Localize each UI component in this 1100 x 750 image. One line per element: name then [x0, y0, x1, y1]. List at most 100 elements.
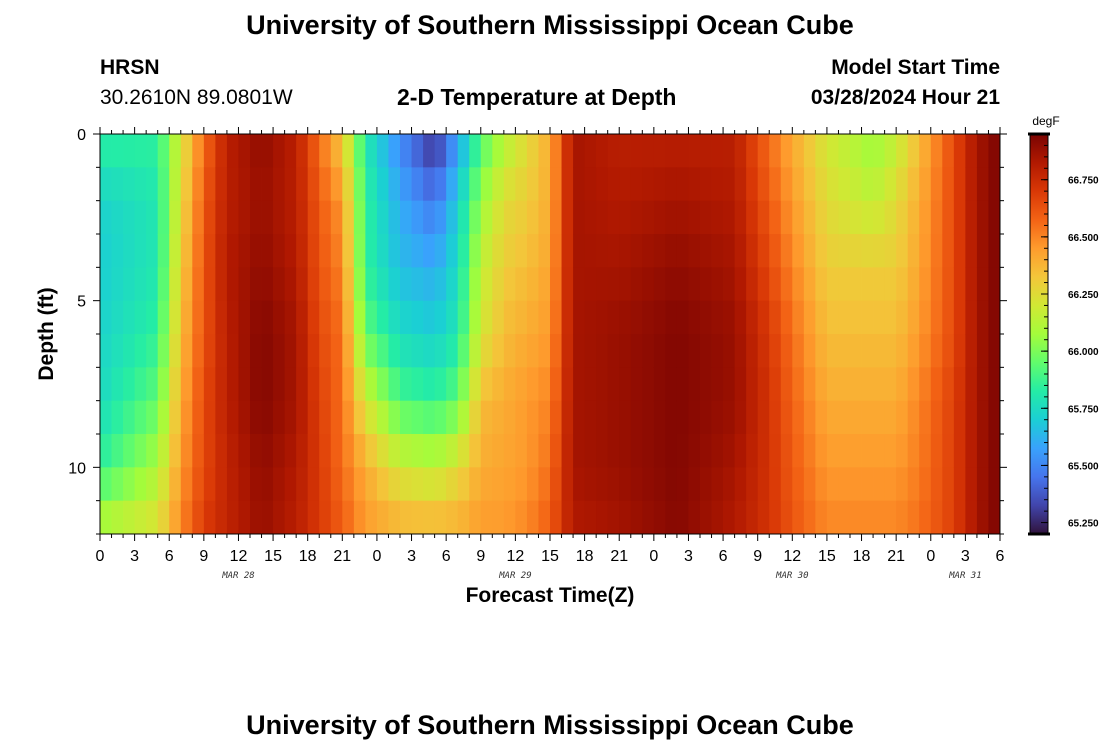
heatmap-cell: [746, 334, 759, 368]
heatmap-cell: [907, 400, 920, 435]
heatmap-cell: [273, 334, 286, 368]
heatmap-cell: [861, 400, 874, 435]
heatmap-cell: [273, 300, 286, 335]
heatmap-cell: [792, 200, 805, 235]
heatmap-cell: [919, 467, 932, 502]
heatmap-cell: [838, 167, 851, 202]
heatmap-cell: [307, 234, 320, 268]
heatmap-cell: [711, 500, 724, 535]
heatmap-cell: [884, 267, 897, 302]
x-tick-label: 0: [649, 548, 658, 565]
heatmap-cell: [273, 400, 286, 435]
heatmap-cell: [688, 267, 701, 302]
heatmap-cell: [653, 267, 666, 302]
heatmap-cell: [526, 134, 539, 168]
heatmap-cell: [734, 234, 747, 268]
heatmap-cell: [803, 334, 816, 368]
heatmap-cell: [723, 300, 736, 335]
heatmap-cell: [261, 500, 274, 535]
heatmap-cell: [676, 267, 689, 302]
heatmap-cell: [700, 267, 712, 302]
heatmap-cell: [492, 500, 505, 535]
heatmap-cell: [665, 400, 678, 435]
heatmap-cell: [873, 500, 886, 535]
heatmap-cell: [261, 300, 274, 335]
heatmap-cell: [226, 234, 239, 268]
heatmap-cell: [411, 134, 424, 168]
heatmap-cell: [169, 400, 182, 435]
heatmap-cell: [965, 334, 978, 368]
heatmap-cell: [907, 167, 920, 202]
heatmap-cell: [850, 467, 862, 502]
heatmap-cell: [446, 434, 459, 468]
heatmap-cell: [503, 434, 516, 468]
heatmap-cell: [411, 400, 424, 435]
heatmap-cell: [526, 267, 539, 302]
heatmap-cell: [503, 467, 516, 502]
heatmap-cell: [250, 234, 262, 268]
heatmap-cell: [284, 400, 297, 435]
heatmap-cell: [342, 500, 355, 535]
heatmap-cell: [653, 500, 666, 535]
x-tick-label: 0: [96, 548, 105, 565]
heatmap-cell: [192, 300, 205, 335]
heatmap-cell: [376, 134, 389, 168]
heatmap-cell: [492, 400, 505, 435]
heatmap-cell: [203, 167, 216, 202]
heatmap-cell: [469, 234, 482, 268]
heatmap-cell: [873, 234, 886, 268]
heatmap-cell: [561, 134, 574, 168]
heatmap-cell: [723, 234, 736, 268]
heatmap-cell: [803, 200, 816, 235]
heatmap-cell: [400, 267, 412, 302]
heatmap-cell: [365, 400, 378, 435]
heatmap-cell: [526, 500, 539, 535]
heatmap-cell: [746, 400, 759, 435]
heatmap-cell: [503, 134, 516, 168]
heatmap-cell: [307, 267, 320, 302]
heatmap-cell: [296, 400, 309, 435]
heatmap-cell: [376, 267, 389, 302]
x-tick-label: 6: [996, 548, 1005, 565]
heatmap-cell: [619, 167, 632, 202]
heatmap-cell: [307, 167, 320, 202]
heatmap-cell: [226, 167, 239, 202]
heatmap-cell: [261, 434, 274, 468]
heatmap-cell: [123, 500, 136, 535]
heatmap-cell: [146, 434, 159, 468]
heatmap-cell: [826, 367, 839, 402]
heatmap-cell: [111, 200, 124, 235]
heatmap-cell: [192, 200, 205, 235]
heatmap-cell: [226, 434, 239, 468]
heatmap-cell: [457, 267, 470, 302]
heatmap-cell: [942, 134, 955, 168]
heatmap-cell: [953, 167, 966, 202]
heatmap-cell: [100, 367, 112, 402]
heatmap-cell: [561, 167, 574, 202]
heatmap-cell: [711, 400, 724, 435]
heatmap-cell: [607, 234, 620, 268]
heatmap-cell: [550, 167, 562, 202]
heatmap-cell: [607, 134, 620, 168]
heatmap-cell: [711, 367, 724, 402]
heatmap-cell: [203, 467, 216, 502]
heatmap-cell: [757, 400, 770, 435]
heatmap-cell: [250, 500, 262, 535]
heatmap-cell: [700, 367, 712, 402]
heatmap-cell: [469, 134, 482, 168]
heatmap-cell: [376, 400, 389, 435]
x-axis-ticks: 0 3 6 9 12 15 18 21 0 3 6 9 12 15 18 21 0 3 6 9 12 15 18 21 0 3 6: [96, 127, 1005, 565]
heatmap-cell: [538, 267, 551, 302]
heatmap-cell: [469, 434, 482, 468]
heatmap-cell: [423, 400, 436, 435]
heatmap-cell: [157, 200, 170, 235]
heatmap-cell: [896, 467, 909, 502]
heatmap-cell: [976, 334, 989, 368]
heatmap-cell: [526, 434, 539, 468]
heatmap-cell: [365, 434, 378, 468]
heatmap-cell: [238, 167, 251, 202]
heatmap-cell: [342, 434, 355, 468]
heatmap-cell: [584, 434, 597, 468]
heatmap-cell: [607, 367, 620, 402]
heatmap-cell: [584, 167, 597, 202]
